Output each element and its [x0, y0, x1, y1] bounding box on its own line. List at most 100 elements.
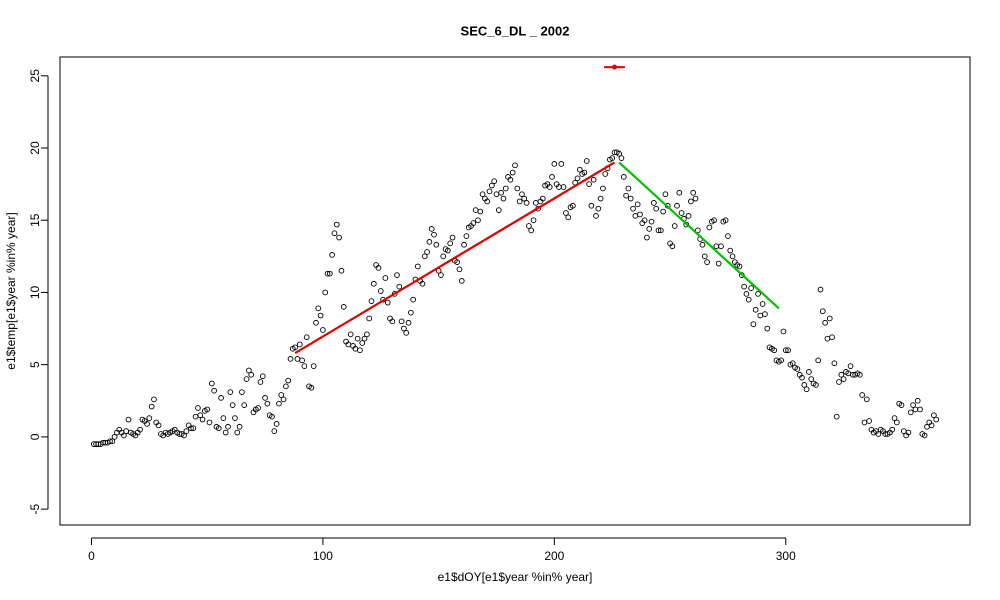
data-point [146, 415, 153, 421]
data-point [863, 396, 870, 403]
data-point [384, 299, 391, 306]
data-point [424, 249, 430, 255]
data-point [794, 366, 801, 372]
data-point [741, 283, 747, 290]
data-point [701, 253, 708, 260]
data-point [357, 347, 363, 354]
data-point [688, 198, 694, 205]
data-point [461, 241, 467, 248]
data-point [713, 243, 720, 250]
data-point [273, 421, 280, 427]
data-point [338, 267, 345, 274]
x-tick-label: 0 [88, 549, 95, 563]
data-point [264, 400, 271, 407]
fit-line [294, 161, 616, 355]
data-point [729, 253, 736, 260]
data-point [875, 431, 882, 437]
data-point [301, 363, 308, 369]
data-point [532, 200, 539, 206]
data-point [889, 426, 896, 433]
data-point [509, 169, 516, 176]
data-point [447, 240, 454, 247]
data-point [602, 171, 609, 177]
data-point [718, 243, 724, 250]
data-point [523, 200, 530, 206]
data-point [280, 396, 287, 403]
data-point [215, 425, 222, 432]
data-point [836, 379, 842, 385]
data-point [551, 161, 558, 167]
y-axis-label: e1$temp[e1$year %in% year] [4, 212, 18, 369]
data-point [560, 184, 567, 190]
y-tick-label: -5 [28, 503, 42, 514]
data-point [641, 217, 648, 224]
data-point [285, 377, 292, 384]
data-point [111, 434, 118, 440]
data-point [456, 266, 463, 273]
data-point [125, 416, 132, 423]
data-point [817, 286, 824, 293]
data-point [662, 191, 669, 198]
data-point [910, 402, 916, 408]
data-point [107, 438, 113, 445]
data-point [377, 288, 384, 294]
data-point [329, 252, 336, 258]
data-point [243, 376, 250, 382]
data-point [151, 396, 157, 403]
data-point [530, 217, 537, 224]
data-point [894, 419, 900, 426]
data-point [694, 227, 701, 234]
data-point [583, 158, 590, 164]
data-point [623, 192, 629, 199]
y-tick-label: 20 [28, 141, 42, 155]
data-point [762, 311, 768, 317]
data-point [382, 275, 389, 281]
data-point [296, 341, 303, 348]
data-point [676, 189, 683, 196]
data-point [660, 208, 666, 215]
data-point [183, 428, 190, 434]
data-point [491, 178, 498, 185]
data-point [227, 389, 234, 395]
data-point [310, 363, 317, 369]
data-point [685, 213, 692, 219]
data-point [632, 213, 639, 219]
data-point [123, 428, 130, 434]
data-point [921, 432, 928, 439]
data-point [521, 195, 528, 202]
data-point [398, 318, 405, 325]
data-point [646, 226, 653, 232]
data-point [148, 403, 155, 410]
data-point [771, 347, 778, 354]
data-point [475, 217, 481, 224]
data-point [526, 223, 532, 229]
data-point [593, 213, 599, 219]
data-point [315, 305, 322, 312]
plot-box [59, 56, 971, 526]
data-point [336, 234, 342, 241]
data-point [808, 376, 815, 382]
data-point [674, 202, 680, 209]
data-point [484, 198, 491, 205]
data-point [426, 239, 433, 245]
data-point [789, 360, 796, 367]
data-point [831, 360, 838, 367]
data-point [218, 395, 224, 401]
data-point [109, 438, 116, 445]
data-point [715, 260, 722, 267]
data-point [419, 280, 426, 287]
data-point [229, 402, 236, 408]
data-point [588, 202, 595, 209]
data-point [241, 402, 248, 408]
data-point [204, 406, 211, 413]
data-point [421, 253, 428, 260]
data-point [431, 231, 437, 238]
data-point [246, 367, 252, 374]
data-point [489, 182, 495, 189]
data-point [283, 383, 289, 390]
data-point [445, 247, 451, 254]
data-point [931, 412, 937, 419]
data-point [368, 298, 375, 304]
data-point [519, 191, 525, 198]
data-point [799, 374, 805, 381]
